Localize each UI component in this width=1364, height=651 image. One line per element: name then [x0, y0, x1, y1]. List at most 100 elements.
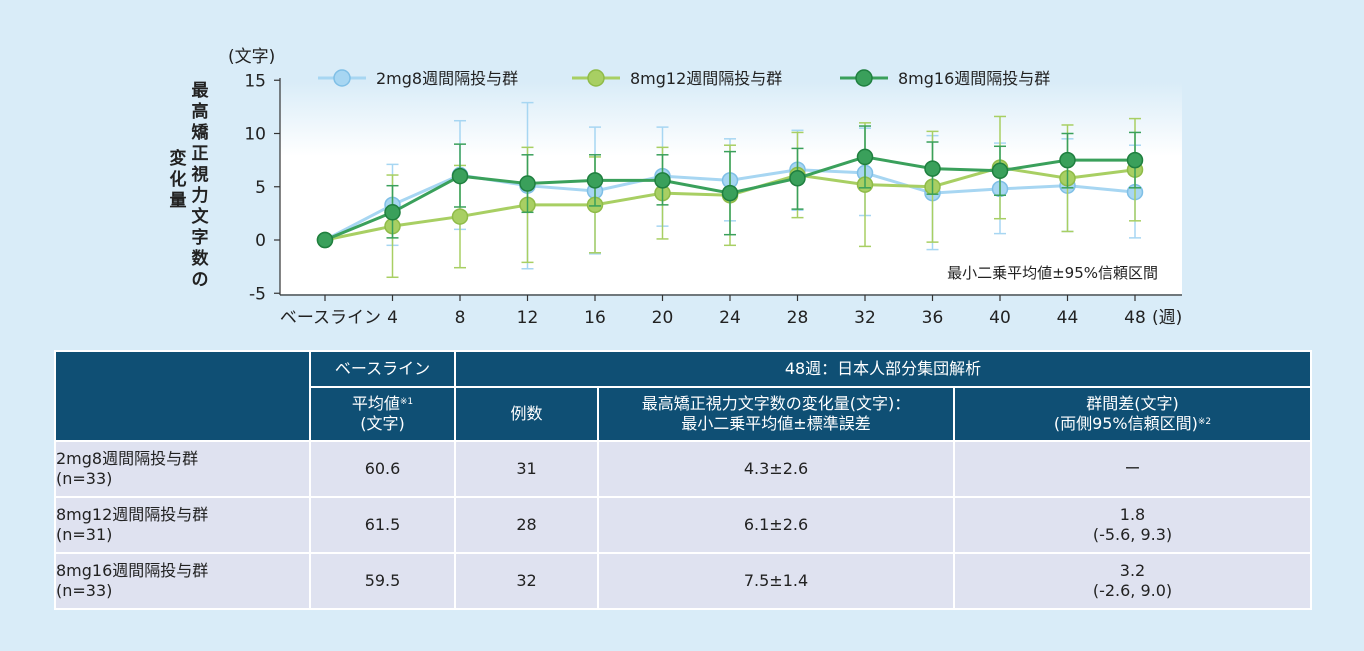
diff-line1: 1.8 — [1119, 505, 1146, 524]
x-tick-label: 48 — [1124, 308, 1146, 328]
x-tick-label: 16 — [584, 308, 606, 328]
header-mean-label: 平均値 — [351, 394, 400, 413]
y-axis-unit: (文字) — [228, 47, 275, 67]
y-axis-label-char: 力 — [192, 185, 209, 206]
group-name: 8mg12週間隔投与群 — [56, 505, 209, 524]
header-empty-cell — [54, 350, 311, 442]
data-point — [316, 231, 334, 249]
x-tick-label: 24 — [719, 308, 741, 328]
x-tick-label: 28 — [787, 308, 809, 328]
header-diff-note: ※2 — [1197, 417, 1212, 427]
x-tick-label: ベースライン — [280, 308, 381, 328]
data-point — [451, 208, 469, 225]
x-tick-label: 40 — [989, 308, 1011, 328]
x-tick-label: 36 — [922, 308, 944, 328]
count-value: 32 — [454, 552, 599, 610]
diff-line2: (-5.6, 9.3) — [1092, 525, 1173, 544]
header-mean: 平均値※1 (文字) — [309, 386, 456, 442]
y-tick-label: 15 — [244, 71, 266, 91]
change-value: 7.5±1.4 — [597, 552, 955, 610]
diff-line1: 3.2 — [1119, 561, 1146, 580]
x-tick-label: 4 — [387, 308, 398, 328]
header-change-line2: 最小二乗平均値±標準誤差 — [681, 414, 871, 433]
diff-value: 3.2 (-2.6, 9.0) — [953, 552, 1312, 610]
table-row: 8mg16週間隔投与群 (n=33) 59.5 32 7.5±1.4 3.2 (… — [54, 552, 1312, 610]
data-point — [856, 148, 874, 166]
table-row: 2mg8週間隔投与群 (n=33) 60.6 31 4.3±2.6 ー — [54, 440, 1312, 498]
header-baseline: ベースライン — [309, 350, 456, 388]
x-tick-label: 12 — [517, 308, 539, 328]
table-row: 8mg12週間隔投与群 (n=31) 61.5 28 6.1±2.6 1.8 (… — [54, 496, 1312, 554]
legend-label: 8mg16週間隔投与群 — [898, 69, 1050, 88]
y-tick-label: -5 — [249, 284, 266, 304]
header-count: 例数 — [454, 386, 599, 442]
data-point — [519, 175, 536, 192]
data-point — [654, 172, 671, 189]
header-diff-line2: (両側95%信頼区間) — [1053, 414, 1198, 433]
header-diff-line1: 群間差(文字) — [1086, 394, 1179, 413]
data-point — [451, 167, 469, 185]
series-group — [316, 125, 1144, 249]
header-change-line1: 最高矯正視力文字数の変化量(文字)： — [641, 394, 911, 413]
x-tick-label: 20 — [652, 308, 674, 328]
chart-note: 最小二乗平均値±95%信頼区間 — [947, 264, 1158, 282]
x-tick-label: 8 — [455, 308, 466, 328]
group-cell: 8mg12週間隔投与群 (n=31) — [54, 496, 311, 554]
y-axis-label-char: 量 — [170, 190, 187, 211]
y-axis-label: 最高矯正視力文字数の 変化量 — [170, 81, 210, 290]
legend-label: 8mg12週間隔投与群 — [630, 69, 782, 88]
y-axis-label-char: 化 — [170, 169, 187, 190]
group-name: 8mg16週間隔投与群 — [56, 561, 209, 580]
data-point — [924, 160, 941, 177]
legend-marker — [587, 69, 605, 87]
x-axis-unit: (週) — [1152, 308, 1182, 328]
header-change: 最高矯正視力文字数の変化量(文字)： 最小二乗平均値±標準誤差 — [597, 386, 955, 442]
diff-line2: (-2.6, 9.0) — [1092, 581, 1173, 600]
group-n: (n=33) — [56, 581, 113, 600]
data-point — [1126, 151, 1144, 169]
group-n: (n=33) — [56, 469, 113, 488]
count-value: 31 — [454, 440, 599, 498]
y-tick-label: 10 — [244, 125, 266, 145]
baseline-value: 60.6 — [309, 440, 456, 498]
group-cell: 2mg8週間隔投与群 (n=33) — [54, 440, 311, 498]
y-axis-label-char: 最 — [192, 81, 210, 101]
group-cell: 8mg16週間隔投与群 (n=33) — [54, 552, 311, 610]
y-axis-label-char: 視 — [191, 164, 209, 185]
data-point — [991, 162, 1009, 180]
legend-marker — [333, 69, 351, 87]
y-axis-label-char: 高 — [192, 101, 209, 122]
baseline-value: 59.5 — [309, 552, 456, 610]
data-point — [721, 184, 739, 202]
header-mean-unit: (文字) — [360, 414, 405, 433]
y-axis-label-char: 文 — [192, 206, 210, 227]
y-axis-label-char: 字 — [192, 227, 209, 248]
table-header-row-1: ベースライン 48週：日本人部分集団解析 — [54, 350, 1312, 442]
data-point — [789, 169, 806, 187]
count-value: 28 — [454, 496, 599, 554]
y-axis-label-char: 変 — [170, 148, 187, 169]
change-value: 6.1±2.6 — [597, 496, 955, 554]
data-point — [384, 204, 401, 221]
y-axis-label-char: 矯 — [192, 122, 210, 143]
data-point — [586, 172, 604, 189]
change-value: 4.3±2.6 — [597, 440, 955, 498]
header-48-weeks: 48週：日本人部分集団解析 — [454, 350, 1312, 388]
legend-label: 2mg8週間隔投与群 — [376, 69, 518, 88]
header-diff: 群間差(文字) (両側95%信頼区間)※2 — [953, 386, 1312, 442]
diff-value: ー — [953, 440, 1312, 498]
y-tick-label: 0 — [255, 231, 266, 251]
legend-marker — [855, 69, 873, 87]
table-header-row-2: 平均値※1 (文字) 例数 最高矯正視力文字数の変化量(文字)： 最小二乗平均値… — [55, 386, 1312, 442]
y-axis-label-char: 数 — [192, 248, 210, 269]
y-tick-label: 5 — [255, 178, 266, 198]
diff-line1: ー — [1124, 459, 1141, 478]
diff-value: 1.8 (-5.6, 9.3) — [953, 496, 1312, 554]
header-mean-note: ※1 — [399, 397, 414, 407]
y-axis-label-char: 正 — [192, 144, 209, 164]
data-point — [1059, 151, 1076, 169]
x-tick-label: 32 — [854, 308, 876, 328]
x-tick-label: 44 — [1057, 308, 1079, 328]
